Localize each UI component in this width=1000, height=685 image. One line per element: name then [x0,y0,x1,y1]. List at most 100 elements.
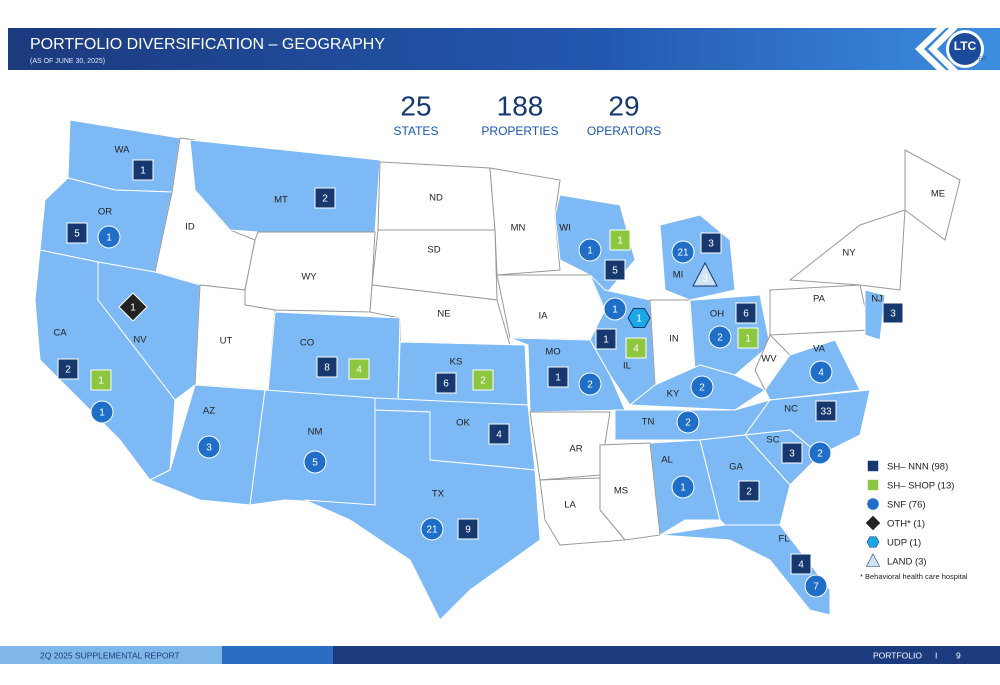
state-shape [249,389,376,506]
marker-count: 21 [677,248,689,259]
property-marker [97,225,121,249]
state-label: NY [842,248,856,259]
state-shape [397,341,529,406]
legend-symbol [866,497,880,511]
state-label: NE [437,309,450,320]
legend-label: SH– NNN (98) [887,462,948,473]
state-label: OR [98,207,112,218]
state-label: WI [559,223,571,234]
legend-label: SH– SHOP (13) [887,481,954,492]
property-marker [690,375,714,399]
logo-text: LTC [954,39,977,53]
marker-count: 2 [685,418,691,429]
state-label: AZ [203,406,215,417]
state-label: LA [564,500,576,511]
marker-count: 6 [743,309,749,320]
footer-separator: I [935,650,937,660]
marker-count: 9 [465,525,471,536]
logo: LTC REIT [915,28,987,70]
legend-item [864,514,882,532]
footer-band [222,646,333,664]
legend-item [867,460,879,472]
property-marker [671,240,695,264]
state-label: CO [300,338,314,349]
property-marker [692,261,718,287]
property-marker [708,325,732,349]
state-label: NV [133,335,147,346]
marker-count: 1 [617,236,623,247]
property-marker [815,400,837,422]
state-label: ND [429,193,443,204]
footer-band [0,646,222,664]
footer-band [333,646,1000,664]
marker-count: 6 [443,379,449,390]
marker-count: 3 [890,309,896,320]
state-label: NM [308,427,323,438]
marker-count: 1 [603,335,609,346]
stat-label: PROPERTIES [481,124,558,138]
marker-count: 3 [708,239,714,250]
state-shape [539,477,627,546]
state-label: OH [710,309,724,320]
state-label: WV [761,354,777,365]
property-marker [735,302,757,324]
header-band [8,28,1000,70]
marker-count: 3 [702,274,708,285]
state-label: WY [301,272,317,283]
marker-count: 1 [99,408,105,419]
marker-count: 4 [496,430,502,441]
legend-item [865,553,881,567]
property-marker [627,307,651,329]
state-label: UT [220,336,233,347]
stats: 25 STATES 188 PROPERTIES 29 OPERATORS [394,90,662,138]
state-label: MI [673,270,684,281]
logo-sub: REIT [975,56,986,62]
state-label: SD [427,245,440,256]
state-label: SC [766,435,779,446]
marker-count: 1 [140,166,146,177]
legend-item [866,497,880,511]
state-shape [496,274,606,341]
marker-count: 1 [680,483,686,494]
state-shape [267,311,401,401]
property-marker [671,475,695,499]
state-label: MO [545,347,560,358]
property-marker [132,159,154,181]
property-marker [700,232,722,254]
property-marker [66,222,88,244]
marker-count: 1 [745,334,751,345]
state-shape [904,149,961,241]
marker-count: 2 [480,376,486,387]
property-marker [314,187,336,209]
page-number: 9 [956,650,961,660]
legend-symbol [865,553,881,567]
property-marker [578,238,602,262]
state-label: PA [813,294,826,305]
property-marker [457,518,479,540]
marker-count: 4 [798,560,804,571]
stat-value: 188 [497,90,544,121]
state-shape [304,409,541,621]
subtitle: (AS OF JUNE 30, 2025) [30,58,105,65]
legend-label: OTH* (1) [887,519,925,530]
property-marker [420,517,444,541]
state-label: MN [511,223,526,234]
marker-count: 33 [820,407,832,418]
property-marker [488,423,510,445]
state-label: MS [614,486,628,497]
state-label: IA [539,311,549,322]
property-marker [57,358,79,380]
property-marker [472,369,494,391]
marker-count: 1 [587,246,593,257]
legend-label: LAND (3) [887,557,927,568]
legend-item [867,479,879,491]
marker-count: 1 [106,233,112,244]
marker-count: 1 [555,373,561,384]
state-label: OK [456,418,470,429]
footer-section: PORTFOLIO [873,650,922,660]
property-marker [547,366,569,388]
property-marker [603,297,627,321]
marker-count: 21 [426,525,438,536]
